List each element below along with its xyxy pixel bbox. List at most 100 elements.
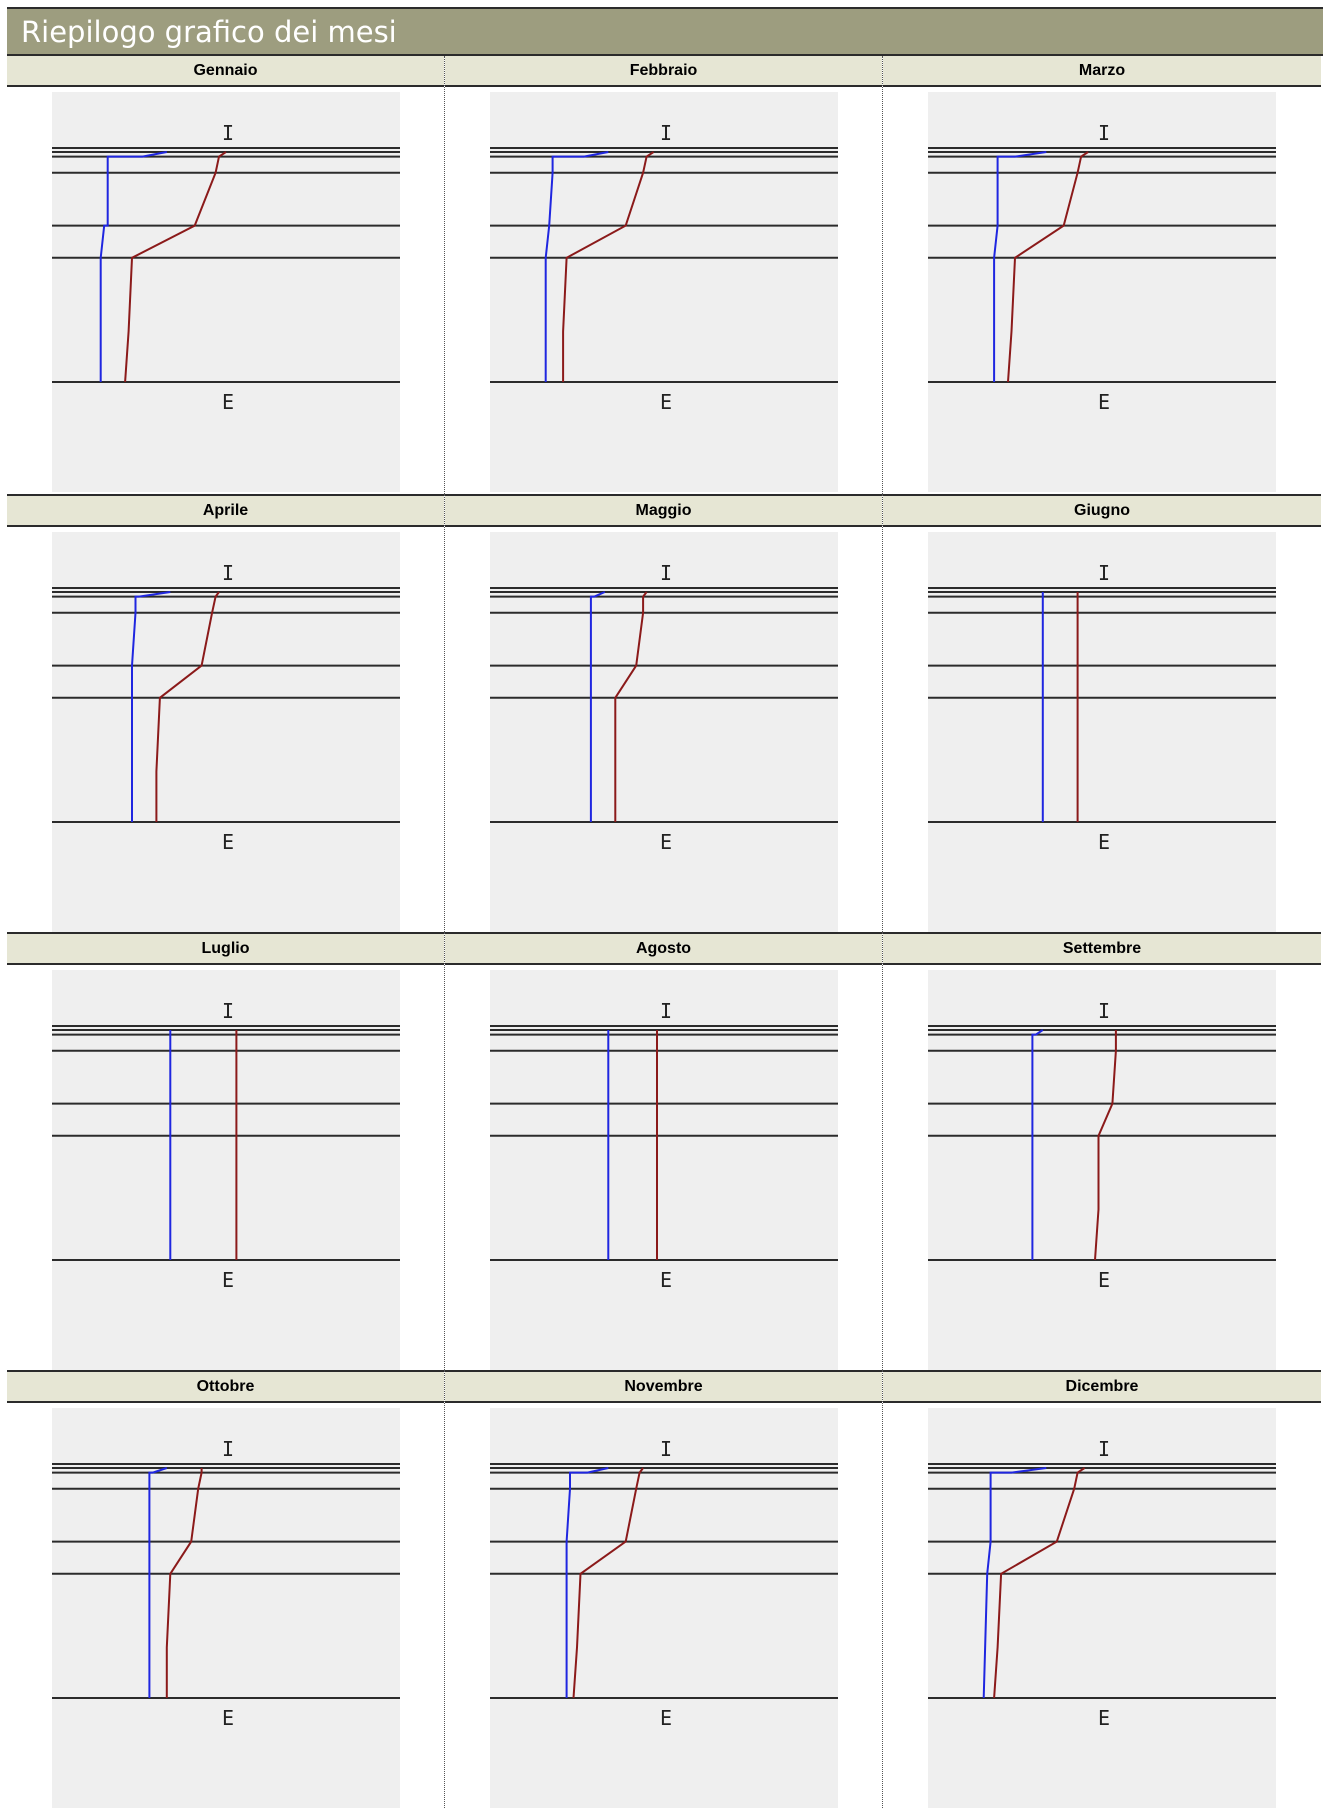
temperature-profile-line bbox=[131, 591, 171, 822]
temperature-profile-line bbox=[562, 151, 655, 382]
temperature-profile-line bbox=[148, 1467, 168, 1698]
month-chart-cell: Dicembre I E bbox=[883, 1370, 1321, 1808]
plot-background bbox=[928, 92, 1276, 492]
temperature-profile-line bbox=[572, 1467, 644, 1699]
month-chart-svg: IE bbox=[490, 970, 838, 1370]
temperature-profile-line bbox=[589, 591, 606, 822]
month-chart-cell: Ottobre I E bbox=[7, 1370, 445, 1808]
temperature-profile-line bbox=[99, 151, 167, 382]
outside-label: E bbox=[1098, 390, 1110, 414]
outside-label: E bbox=[1098, 830, 1110, 854]
month-chart-svg: IE bbox=[52, 92, 400, 492]
month-chart-cell: Aprile I E bbox=[7, 494, 445, 932]
month-title: Gennaio bbox=[7, 56, 444, 87]
plot-background bbox=[490, 92, 838, 492]
month-chart-svg: IE bbox=[928, 970, 1276, 1370]
month-chart-svg: IE bbox=[928, 532, 1276, 932]
month-title: Giugno bbox=[883, 494, 1321, 527]
temperature-profile-line bbox=[1094, 1030, 1117, 1261]
inside-label: I bbox=[222, 1437, 234, 1461]
temperature-profile-line bbox=[1031, 1029, 1044, 1260]
month-chart-svg: IE bbox=[52, 532, 400, 932]
outside-label: E bbox=[660, 830, 672, 854]
month-chart-cell: Settembre I E bbox=[883, 932, 1321, 1370]
month-title: Aprile bbox=[7, 494, 444, 527]
plot-background bbox=[928, 970, 1276, 1370]
month-chart-svg: IE bbox=[52, 1408, 400, 1808]
temperature-profile-line bbox=[614, 591, 648, 822]
temperature-profile-line bbox=[1007, 151, 1089, 383]
outside-label: E bbox=[222, 1706, 234, 1730]
month-title: Febbraio bbox=[445, 56, 882, 87]
temperature-profile-line bbox=[165, 1468, 203, 1698]
inside-label: I bbox=[222, 121, 234, 145]
inside-label: I bbox=[660, 999, 672, 1023]
outside-label: E bbox=[222, 830, 234, 854]
month-chart-cell: Giugno I E bbox=[883, 494, 1321, 932]
outside-label: E bbox=[660, 1706, 672, 1730]
inside-label: I bbox=[222, 561, 234, 585]
chart-row: Ottobre I E Novembre I E Dicembre I E bbox=[7, 1370, 1323, 1808]
temperature-profile-line bbox=[544, 151, 609, 382]
temperature-profile-line bbox=[124, 151, 227, 383]
report-page: Riepilogo grafico dei mesi Gennaio I E Febb… bbox=[7, 7, 1323, 1808]
month-title: Maggio bbox=[445, 494, 882, 527]
plot-background bbox=[52, 532, 400, 932]
month-title: Novembre bbox=[445, 1370, 882, 1403]
month-chart-cell: Gennaio I E bbox=[7, 56, 445, 494]
plot-background bbox=[52, 92, 400, 492]
inside-label: I bbox=[1098, 1437, 1110, 1461]
inside-label: I bbox=[660, 121, 672, 145]
temperature-profile-line bbox=[993, 151, 1047, 382]
plot-background bbox=[928, 532, 1276, 932]
outside-label: E bbox=[222, 1268, 234, 1292]
chart-row: Aprile I E Maggio I E Giugno I E bbox=[7, 494, 1323, 932]
month-chart-cell: Agosto I E bbox=[445, 932, 883, 1370]
inside-label: I bbox=[1098, 999, 1110, 1023]
month-title: Agosto bbox=[445, 932, 882, 965]
month-chart-grid: Gennaio I E Febbraio I E Marzo I E Aprile I E Maggio… bbox=[7, 56, 1323, 1808]
plot-background bbox=[490, 532, 838, 932]
outside-label: E bbox=[1098, 1268, 1110, 1292]
month-chart-cell: Marzo I E bbox=[883, 56, 1321, 494]
month-chart-svg: IE bbox=[52, 970, 400, 1370]
month-chart-cell: Luglio I E bbox=[7, 932, 445, 1370]
month-title: Dicembre bbox=[883, 1370, 1321, 1403]
inside-label: I bbox=[222, 999, 234, 1023]
page-title: Riepilogo grafico dei mesi bbox=[7, 7, 1323, 56]
month-chart-cell: Febbraio I E bbox=[445, 56, 883, 494]
chart-row: Gennaio I E Febbraio I E Marzo I E bbox=[7, 56, 1323, 494]
plot-background bbox=[490, 1408, 838, 1808]
temperature-profile-line bbox=[155, 591, 220, 822]
month-chart-cell: Maggio I E bbox=[445, 494, 883, 932]
plot-background bbox=[52, 1408, 400, 1808]
inside-label: I bbox=[660, 1437, 672, 1461]
inside-label: I bbox=[660, 561, 672, 585]
month-chart-cell: Novembre I E bbox=[445, 1370, 883, 1808]
plot-background bbox=[52, 970, 400, 1370]
month-title: Ottobre bbox=[7, 1370, 444, 1403]
inside-label: I bbox=[1098, 561, 1110, 585]
month-chart-svg: IE bbox=[490, 92, 838, 492]
month-title: Luglio bbox=[7, 932, 444, 965]
month-chart-svg: IE bbox=[928, 92, 1276, 492]
month-chart-svg: IE bbox=[928, 1408, 1276, 1808]
plot-background bbox=[490, 970, 838, 1370]
chart-row: Luglio I E Agosto I E Settembre I E bbox=[7, 932, 1323, 1370]
month-chart-svg: IE bbox=[490, 532, 838, 932]
month-title: Marzo bbox=[883, 56, 1321, 87]
month-title: Settembre bbox=[883, 932, 1321, 965]
temperature-profile-line bbox=[565, 1467, 609, 1698]
inside-label: I bbox=[1098, 121, 1110, 145]
temperature-profile-line bbox=[993, 1467, 1086, 1699]
outside-label: E bbox=[222, 390, 234, 414]
